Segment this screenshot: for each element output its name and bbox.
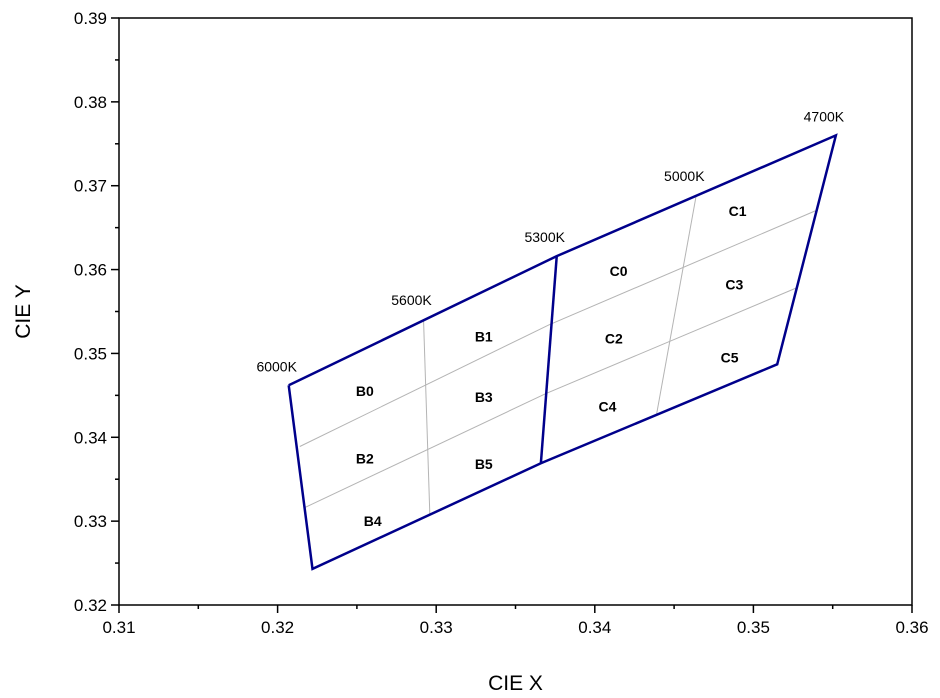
subdivision-line-0 bbox=[299, 210, 816, 447]
cct-label: 5300K bbox=[524, 229, 565, 245]
cct-label: 6000K bbox=[256, 358, 297, 374]
cct-label: 5600K bbox=[391, 292, 432, 308]
bin-label: C5 bbox=[721, 350, 739, 366]
x-tick-label: 0.33 bbox=[420, 618, 453, 637]
bin-boundary-lines bbox=[287, 133, 838, 571]
boundary-line-0 bbox=[287, 133, 838, 571]
y-tick-label: 0.39 bbox=[74, 9, 107, 28]
x-tick-label: 0.31 bbox=[102, 618, 135, 637]
x-tick-labels: 0.31 0.32 0.33 0.34 0.35 0.36 bbox=[102, 618, 928, 637]
y-tick-label: 0.33 bbox=[74, 512, 107, 531]
y-tick-label: 0.35 bbox=[74, 344, 107, 363]
x-axis-title: CIE X bbox=[488, 672, 543, 695]
bin-label: B0 bbox=[356, 383, 374, 399]
bin-label: B2 bbox=[356, 450, 374, 466]
bin-label: C2 bbox=[605, 330, 623, 346]
bin-label: C1 bbox=[729, 203, 747, 219]
bin-label: C0 bbox=[610, 263, 628, 279]
y-tick-labels: 0.32 0.33 0.34 0.35 0.36 0.37 0.38 0.39 bbox=[74, 9, 107, 615]
subdivision-line-3 bbox=[656, 194, 697, 414]
x-tick-label: 0.32 bbox=[261, 618, 294, 637]
cct-label: 4700K bbox=[804, 108, 845, 124]
cct-label: 5000K bbox=[664, 168, 705, 184]
x-tick-label: 0.34 bbox=[578, 618, 611, 637]
y-axis-title: CIE Y bbox=[12, 284, 35, 338]
bin-label: C4 bbox=[599, 398, 617, 414]
plot-frame bbox=[118, 17, 913, 606]
subdivision-line-1 bbox=[304, 287, 797, 509]
cct-labels: 6000K 5600K 5300K 5000K 4700K bbox=[256, 108, 844, 374]
y-tick-label: 0.37 bbox=[74, 177, 107, 196]
x-tick-label: 0.35 bbox=[737, 618, 770, 637]
y-tick-label: 0.36 bbox=[74, 261, 107, 280]
subdivision-lines bbox=[299, 194, 816, 516]
boundary-line-1 bbox=[539, 256, 558, 464]
bin-labels: B0 B1 B2 B3 B4 B5 C0 C1 C2 C3 C4 C5 bbox=[356, 203, 747, 529]
bin-label: B3 bbox=[475, 389, 493, 405]
bin-label: C3 bbox=[725, 277, 743, 293]
bin-label: B4 bbox=[364, 513, 382, 529]
subdivision-line-2 bbox=[423, 319, 431, 516]
y-tick-label: 0.38 bbox=[74, 93, 107, 112]
y-tick-label: 0.34 bbox=[74, 428, 107, 447]
y-tick-label: 0.32 bbox=[74, 596, 107, 615]
axis-ticks bbox=[111, 17, 913, 613]
x-tick-label: 0.36 bbox=[895, 618, 928, 637]
bin-label: B5 bbox=[475, 456, 493, 472]
bin-label: B1 bbox=[475, 329, 493, 345]
